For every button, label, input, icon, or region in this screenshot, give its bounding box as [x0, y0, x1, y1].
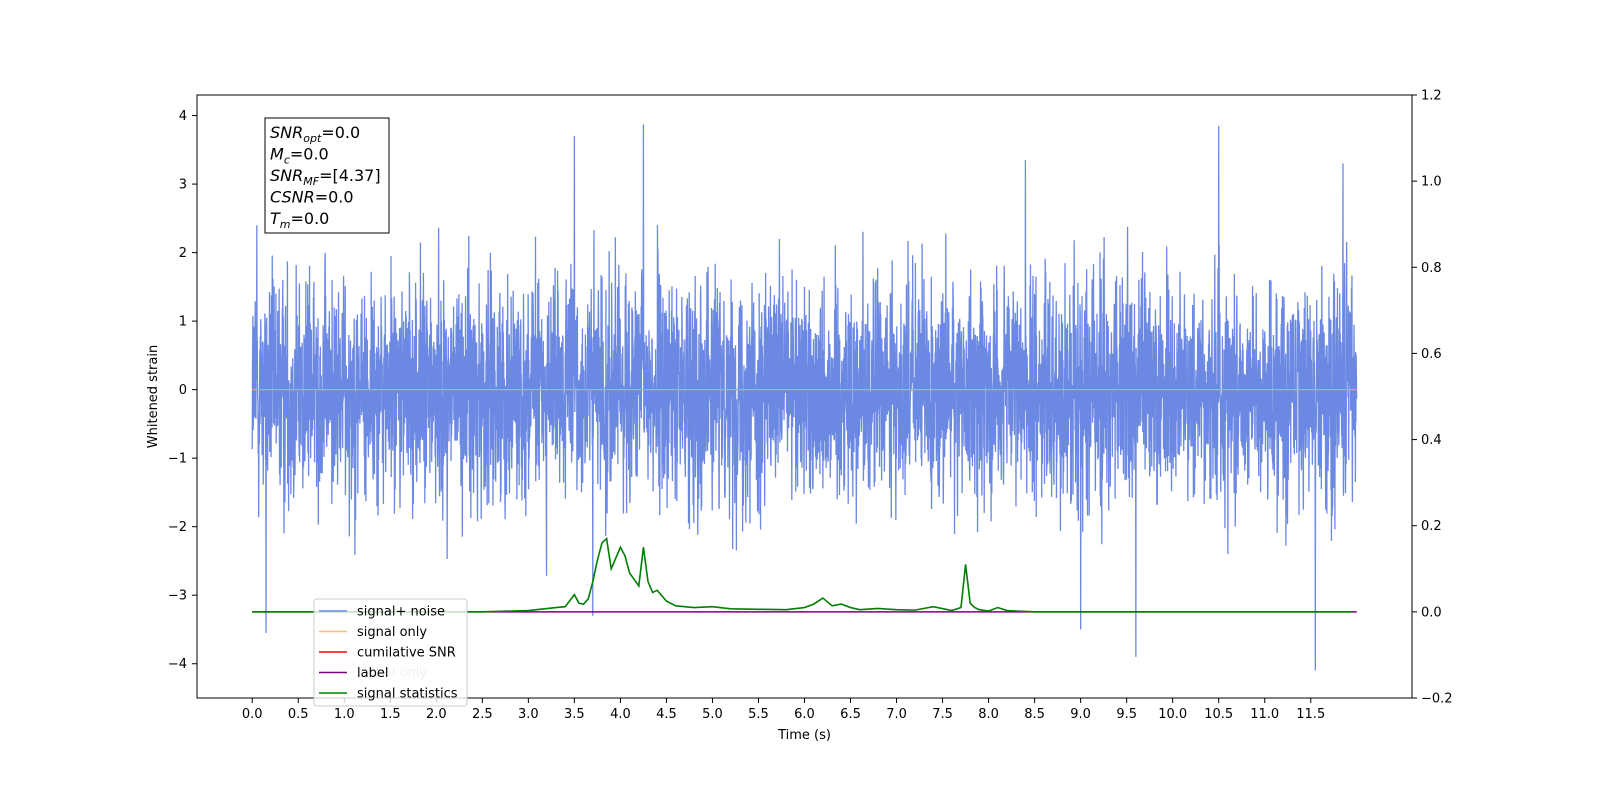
legend-entry: cumilative SNR: [357, 646, 456, 661]
x-tick-label: 0.5: [288, 707, 309, 722]
y2-tick-label: 1.2: [1421, 89, 1442, 104]
y-axis-left: 4 3 2 1 0 −1 −2 −3 −4: [168, 109, 197, 672]
x-tick-label: 3.0: [518, 707, 539, 722]
x-tick-label: 10.5: [1204, 707, 1233, 722]
x-tick-label: 4.5: [656, 707, 677, 722]
x-tick-label: 5.0: [702, 707, 723, 722]
x-tick-label: 6.5: [840, 707, 861, 722]
y-tick-label: −3: [168, 589, 187, 604]
y-tick-label: −2: [168, 520, 187, 535]
x-tick-label: 8.0: [978, 707, 999, 722]
x-tick-label: 9.5: [1116, 707, 1137, 722]
y-tick-label: 1: [179, 315, 187, 330]
y-tick-label: 2: [179, 246, 187, 261]
x-tick-label: 8.5: [1024, 707, 1045, 722]
series-signal-statistics: [252, 537, 1353, 613]
legend-entry: signal+ noise: [357, 605, 445, 620]
y2-tick-label: 0.8: [1421, 261, 1442, 276]
x-tick-label: 2.0: [426, 707, 447, 722]
legend-entry: signal statistics: [357, 687, 458, 702]
x-tick-label: 0.0: [242, 707, 263, 722]
x-tick-label: 7.0: [886, 707, 907, 722]
annotation-box-frame: [264, 117, 390, 234]
series-signal-noise: [251, 124, 1358, 671]
x-tick-label: 3.5: [564, 707, 585, 722]
y-axis-label: Whitened strain: [146, 345, 161, 448]
y-tick-label: 0: [179, 383, 187, 398]
annotation-line: SNRMF=[4.37]: [270, 166, 381, 188]
x-tick-label: 9.0: [1070, 707, 1091, 722]
x-tick-label: 2.5: [472, 707, 493, 722]
legend-entry: signal only: [357, 625, 427, 640]
y-tick-label: 3: [179, 178, 187, 193]
y2-tick-label: 0.6: [1421, 347, 1442, 362]
y-tick-label: −4: [168, 657, 187, 672]
x-tick-label: 1.0: [334, 707, 355, 722]
y-axis-right: 1.2 1.0 0.8 0.6 0.4 0.2 0.0 −0.2: [1412, 89, 1453, 707]
x-tick-label: 10.0: [1158, 707, 1187, 722]
y2-tick-label: 0.0: [1421, 605, 1442, 620]
plot-area: [251, 124, 1358, 671]
legend-overlap-text: signal only: [357, 666, 427, 681]
x-tick-label: 11.5: [1296, 707, 1325, 722]
y2-tick-label: 1.0: [1421, 175, 1442, 190]
x-axis: 0.0 0.5 1.0 1.5 2.0 2.5 3.0 3.5 4.0 4.5 5.0 5.5 6.0 6…: [242, 698, 1325, 722]
x-tick-label: 6.0: [794, 707, 815, 722]
y2-tick-label: 0.2: [1421, 519, 1442, 534]
legend-frame: [313, 598, 468, 707]
annotation-line: CSNR=0.0: [270, 188, 354, 207]
y-tick-label: −1: [168, 452, 187, 467]
x-tick-label: 4.0: [610, 707, 631, 722]
x-tick-label: 5.5: [748, 707, 769, 722]
x-axis-label: Time (s): [777, 728, 831, 743]
x-tick-label: 11.0: [1250, 707, 1279, 722]
annotation-line: Tm=0.0: [270, 209, 329, 231]
y2-tick-label: 0.4: [1421, 433, 1442, 448]
annotation-line: SNRopt=0.0: [270, 123, 360, 145]
x-tick-label: 7.5: [932, 707, 953, 722]
y2-tick-label: −0.2: [1421, 692, 1453, 707]
annotation-line: Mc=0.0: [270, 145, 329, 167]
legend-entry: label: [357, 666, 388, 681]
x-tick-label: 1.5: [380, 707, 401, 722]
legend: signal+ noise signal only cumilative SNR la…: [313, 598, 468, 707]
y-tick-label: 4: [179, 109, 187, 124]
